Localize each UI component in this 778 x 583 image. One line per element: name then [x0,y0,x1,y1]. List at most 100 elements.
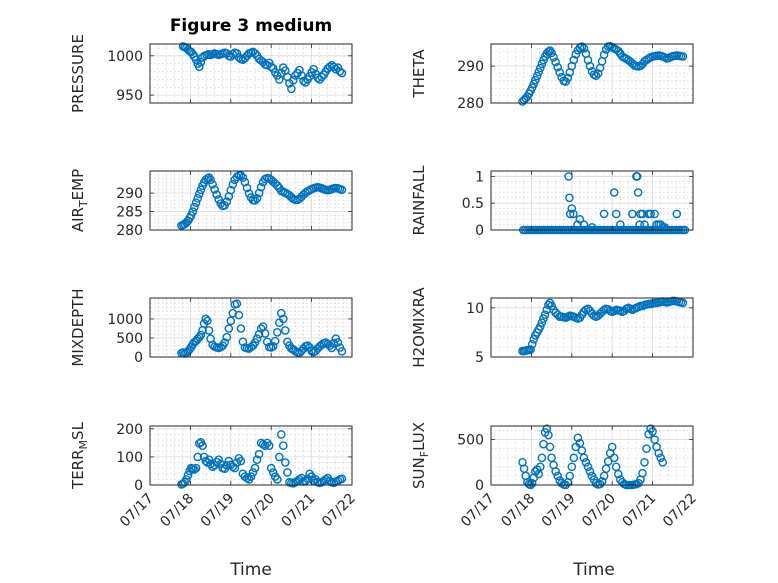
y-tick-label: 100 [116,450,143,466]
data-point [678,298,688,308]
data-point [280,326,290,335]
axes-frame [490,297,694,358]
data-point [632,172,642,181]
data-point [238,337,248,347]
data-point [194,332,204,342]
data-point [224,324,234,333]
data-point [534,67,544,77]
y-tick-label: 0 [475,223,484,239]
y-tick-label: 1000 [107,49,143,65]
data-point [329,338,339,348]
subplot-sun-flux: 0 500 SUNFLUX 07/17 07/18 07/19 07/20 07/21 07/2… [410,422,700,530]
data-point [266,62,276,72]
y-tick-label: 10 [466,301,484,317]
data-point [250,463,260,473]
subplot-terr-msl: 0 100 200 TERRMSL 07/17 07/18 07/19 07/20 07/21 0… [69,421,359,530]
data-point [638,468,647,478]
data-point [553,471,563,481]
data-point [256,182,266,192]
data-point [226,316,236,326]
data-point [254,329,264,339]
y-tick-label: 1 [475,169,484,185]
data-point [551,57,560,67]
data-point [278,441,288,451]
data-point [638,209,647,219]
y-tick-label: 950 [116,88,143,104]
subplot-mixdepth: 0 500 1000 MIXDEPTH [69,288,353,367]
data-point [248,468,258,477]
data-point [244,189,254,198]
data-point [206,175,215,185]
x-tick-label: 07/20 [238,491,278,531]
data-point [616,220,625,229]
data-point [204,455,214,465]
data-point [540,310,550,320]
data-point [660,222,670,232]
data-point [337,185,347,195]
data-point [250,196,260,205]
data-point [280,458,290,467]
data-point [272,475,282,484]
data-point [565,209,575,219]
data-point [587,222,597,232]
data-point [526,345,535,354]
data-point [333,338,343,347]
axes-frame [149,425,353,486]
data-point [254,188,264,198]
data-point [276,430,286,439]
data-point [287,84,296,94]
x-tick-label: 07/17 [458,491,498,531]
data-point [658,457,668,467]
data-point [628,209,637,219]
data-point [553,62,563,72]
plot-area [490,170,694,231]
data-point [254,449,264,459]
subplot-pressure: 950 1000 PRESSURE [69,34,353,113]
data-point [678,52,688,61]
data-point [573,220,582,229]
y-tick-label: 1000 [107,312,143,328]
data-point [579,44,589,53]
data-point [238,173,248,182]
data-point [569,453,579,463]
data-series [177,299,347,358]
data-point [198,441,207,451]
data-point [260,329,270,338]
data-point [527,478,537,488]
data-point [567,462,577,472]
y-axis-label: AIRTEMP [69,169,90,232]
data-point [194,189,204,199]
axes-frame [490,43,694,104]
data-point [232,299,242,309]
data-point [242,183,252,193]
y-tick-label: 280 [116,223,143,239]
x-tick-label: 07/17 [117,491,157,531]
data-point [593,69,603,78]
axes-frame [149,43,353,104]
data-point [196,57,206,67]
data-point [575,214,585,224]
figure-title: Figure 3 medium [170,16,332,36]
data-point [242,473,252,483]
data-point [544,430,553,440]
data-point [654,448,664,458]
data-point [333,476,343,486]
y-tick-label: 0.5 [462,196,484,212]
y-axis-label: TERRMSL [69,421,90,490]
data-point [579,453,589,463]
data-point [252,193,262,203]
data-point [640,457,649,467]
x-tick-label: 07/18 [498,491,538,531]
y-axis-label: SUNFLUX [410,422,431,489]
data-point [581,457,591,467]
data-point [193,193,202,203]
data-point [557,478,567,488]
data-point [577,42,587,51]
data-point [234,310,244,320]
subplot-rainfall: 0 0.5 1 RAINFALL [410,165,694,239]
data-point [609,453,619,463]
data-point [545,442,555,452]
data-point [258,439,268,449]
